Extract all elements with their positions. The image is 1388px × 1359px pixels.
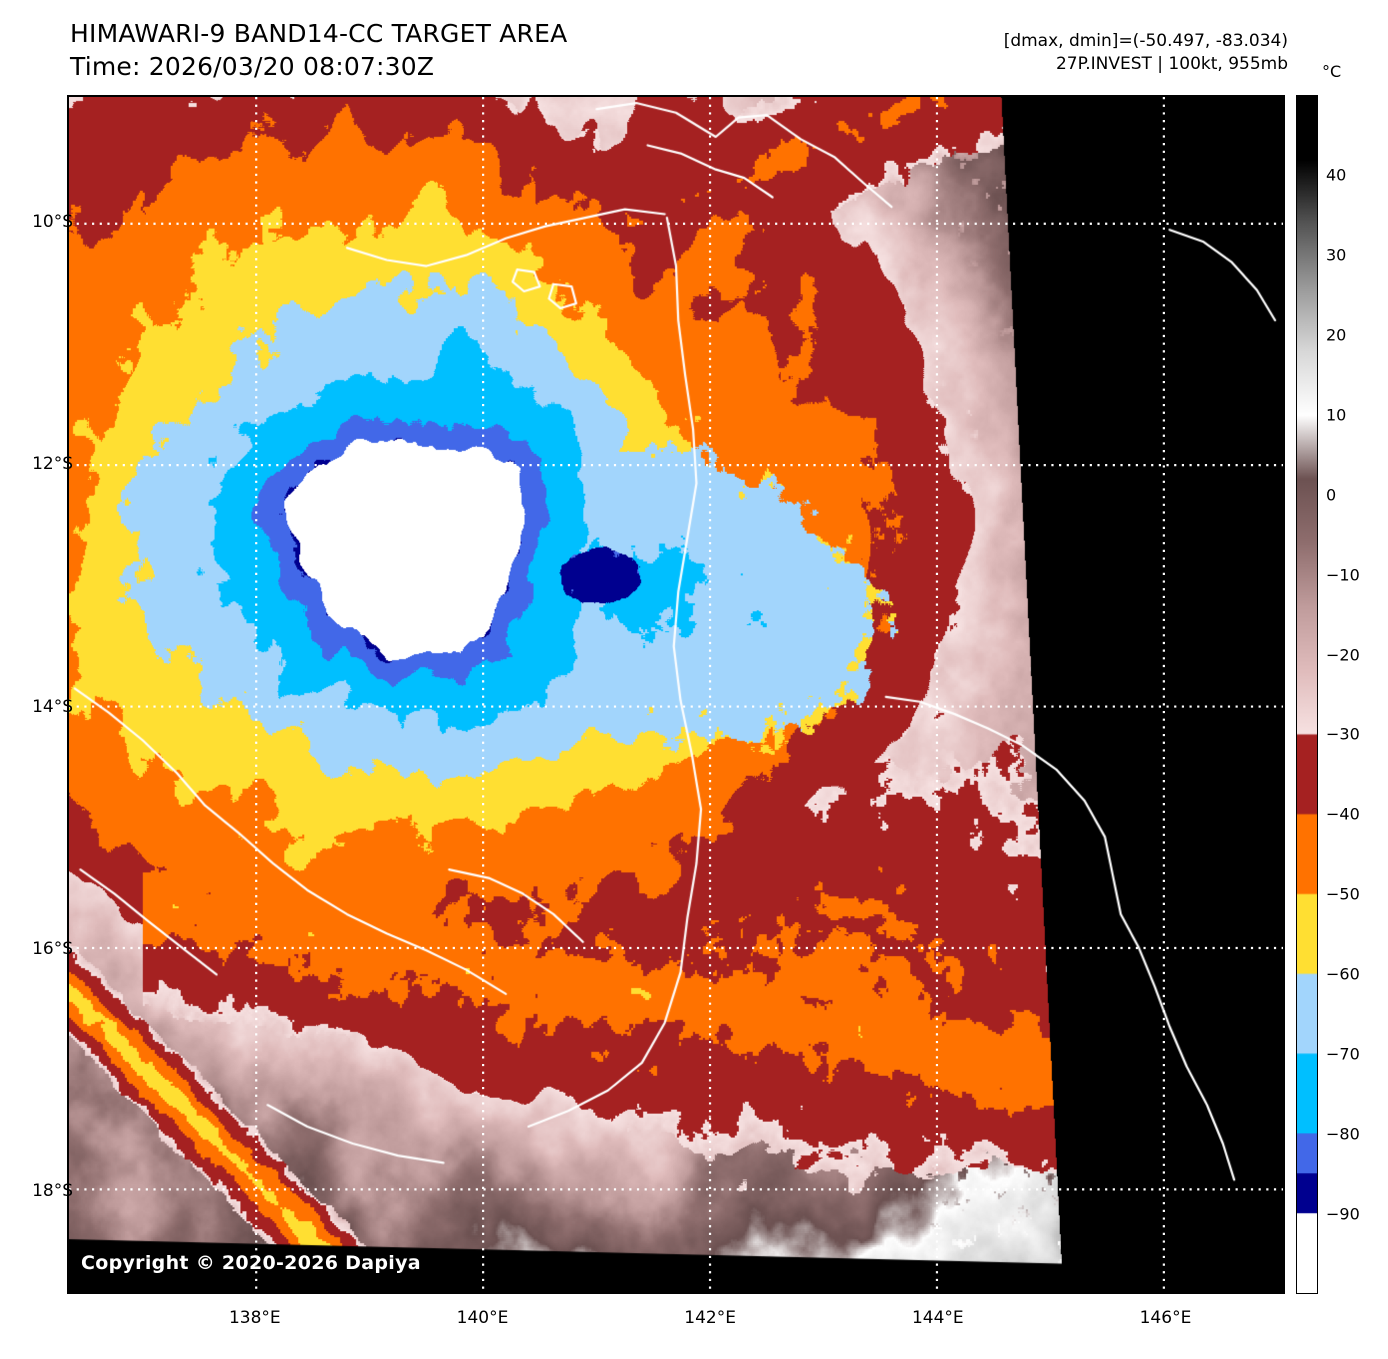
title-line-1: HIMAWARI-9 BAND14-CC TARGET AREA [70, 19, 568, 48]
y-tick-label: 14°S [32, 696, 73, 717]
colorbar-tick-label: 0 [1326, 485, 1337, 505]
colorbar-tick-label: −70 [1326, 1044, 1360, 1064]
title-line-2: Time: 2026/03/20 08:07:30Z [70, 51, 435, 81]
x-tick-label: 146°E [1139, 1308, 1192, 1328]
colorbar [1296, 95, 1318, 1294]
colorbar-canvas [1297, 96, 1317, 1293]
colorbar-tick-label: 40 [1326, 165, 1347, 185]
y-tick-label: 16°S [32, 938, 73, 959]
x-tick-label: 144°E [911, 1308, 964, 1328]
figure-title: HIMAWARI-9 BAND14-CC TARGET AREA Time: 2… [70, 18, 567, 83]
satellite-image-axes: Copyright © 2020-2026 Dapiya [67, 95, 1285, 1294]
colorbar-unit-label: °C [1322, 62, 1342, 81]
colorbar-tick-label: 30 [1326, 245, 1347, 265]
colorbar-tick-label: −50 [1326, 884, 1360, 904]
x-tick-label: 138°E [228, 1308, 281, 1328]
metadata-dmax-dmin: [dmax, dmin]=(-50.497, -83.034) [1003, 31, 1288, 51]
copyright-notice: Copyright © 2020-2026 Dapiya [81, 1252, 421, 1274]
colorbar-tick-label: 20 [1326, 325, 1347, 345]
metadata-storm-info: 27P.INVEST | 100kt, 955mb [1055, 53, 1288, 74]
colorbar-tick-label: −90 [1326, 1204, 1360, 1224]
figure-metadata: [dmax, dmin]=(-50.497, -83.034) 27P.INVE… [1004, 30, 1288, 76]
x-tick-label: 142°E [684, 1308, 736, 1328]
satellite-imagery-canvas [69, 97, 1283, 1292]
colorbar-tick-label: −30 [1326, 724, 1360, 744]
y-tick-label: 18°S [32, 1181, 73, 1202]
colorbar-tick-label: −40 [1326, 804, 1360, 824]
lat-lon-gridlines [69, 97, 1283, 1292]
x-tick-label: 140°E [456, 1308, 509, 1328]
colorbar-tick-label: 10 [1326, 405, 1347, 425]
colorbar-tick-label: −10 [1326, 565, 1360, 585]
y-tick-label: 10°S [32, 212, 73, 233]
y-tick-label: 12°S [32, 454, 73, 475]
colorbar-tick-label: −80 [1326, 1124, 1360, 1144]
colorbar-tick-label: −20 [1326, 645, 1360, 665]
colorbar-tick-label: −60 [1326, 964, 1360, 984]
